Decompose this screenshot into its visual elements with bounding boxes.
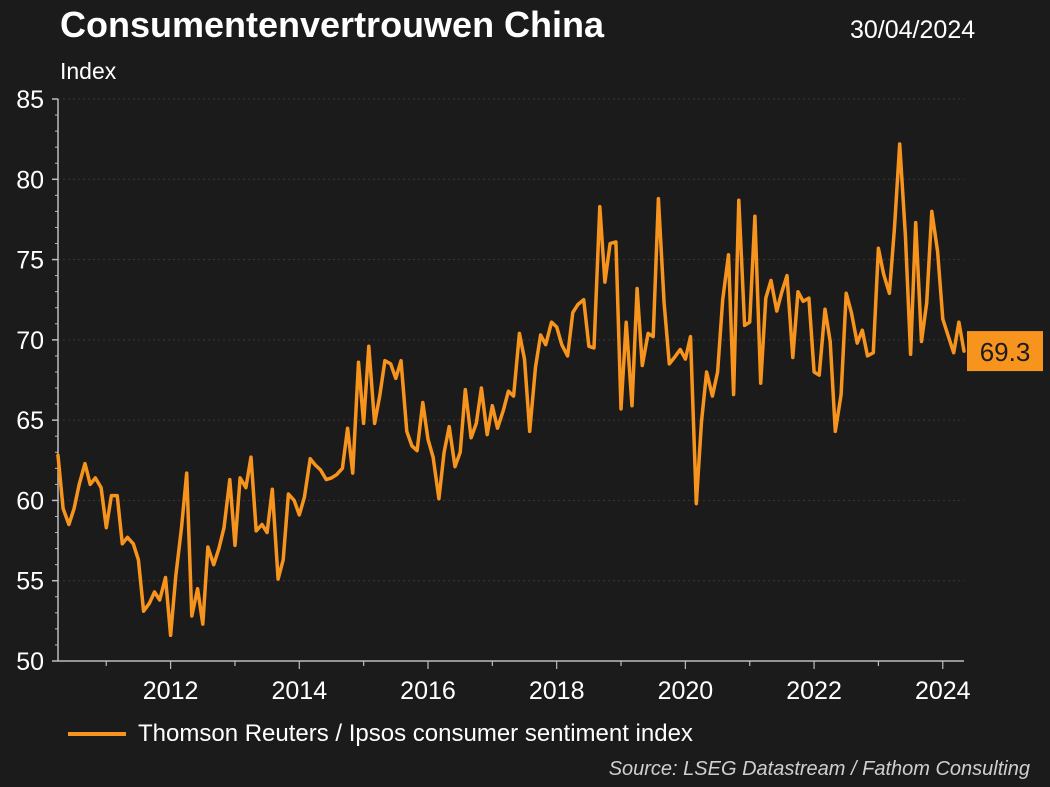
source-note: Source: LSEG Datastream / Fathom Consult… bbox=[608, 758, 1030, 780]
y-tick-label: 60 bbox=[16, 487, 44, 515]
y-tick-label: 80 bbox=[16, 166, 44, 194]
page-title: Consumentenvertrouwen China bbox=[60, 4, 605, 45]
y-tick-label: 55 bbox=[16, 568, 44, 596]
legend-label: Thomson Reuters / Ipsos consumer sentime… bbox=[138, 720, 693, 747]
last-value-box bbox=[967, 331, 1043, 372]
x-tick-label: 2024 bbox=[915, 677, 971, 705]
x-tick-label: 2014 bbox=[271, 677, 327, 705]
x-tick-label: 2016 bbox=[400, 677, 456, 705]
y-axis-label: Index bbox=[60, 58, 117, 84]
x-tick-label: 2022 bbox=[786, 677, 842, 705]
date-label: 30/04/2024 bbox=[850, 16, 976, 44]
y-tick-label: 75 bbox=[16, 247, 44, 275]
chart-legend: Thomson Reuters / Ipsos consumer sentime… bbox=[68, 720, 693, 748]
y-tick-label: 65 bbox=[16, 407, 44, 435]
x-tick-label: 2018 bbox=[529, 677, 585, 705]
series-line bbox=[56, 142, 966, 638]
y-tick-label: 50 bbox=[16, 648, 44, 676]
x-tick-label: 2012 bbox=[143, 677, 199, 705]
x-tick-label: 2020 bbox=[658, 677, 714, 705]
legend-swatch bbox=[68, 732, 126, 736]
last-value-label: 69.3 bbox=[980, 337, 1031, 367]
y-tick-label: 85 bbox=[16, 86, 44, 114]
y-tick-label: 70 bbox=[16, 327, 44, 355]
